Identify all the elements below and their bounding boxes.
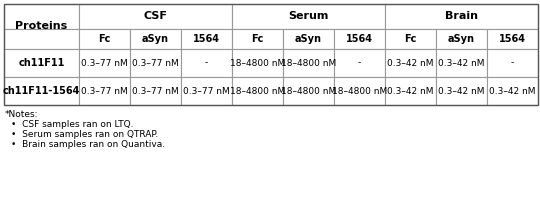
Text: CSF: CSF bbox=[144, 12, 167, 22]
Bar bbox=[130, 77, 181, 105]
Bar bbox=[232, 4, 385, 29]
Bar bbox=[232, 29, 283, 49]
Bar bbox=[4, 77, 79, 105]
Text: 18–4800 nM: 18–4800 nM bbox=[281, 87, 336, 95]
Text: Proteins: Proteins bbox=[15, 22, 68, 32]
Bar bbox=[283, 29, 334, 49]
Bar bbox=[130, 49, 181, 77]
Bar bbox=[4, 29, 79, 49]
Bar bbox=[334, 77, 385, 105]
Text: 0.3–42 nM: 0.3–42 nM bbox=[438, 87, 485, 95]
Text: 0.3–42 nM: 0.3–42 nM bbox=[387, 87, 434, 95]
Text: ch11F11: ch11F11 bbox=[18, 58, 65, 68]
Bar bbox=[436, 77, 487, 105]
Text: Serum: Serum bbox=[288, 12, 329, 22]
Text: 1564: 1564 bbox=[346, 34, 373, 44]
Text: Fc: Fc bbox=[404, 34, 417, 44]
Text: 18–4800 nM: 18–4800 nM bbox=[230, 59, 285, 67]
Text: 0.3–42 nM: 0.3–42 nM bbox=[489, 87, 536, 95]
Bar bbox=[79, 77, 130, 105]
Text: 0.3–77 nM: 0.3–77 nM bbox=[81, 59, 128, 67]
Bar bbox=[436, 49, 487, 77]
Text: 18–4800 nM: 18–4800 nM bbox=[230, 87, 285, 95]
Text: 0.3–77 nM: 0.3–77 nM bbox=[132, 59, 179, 67]
Text: 0.3–42 nM: 0.3–42 nM bbox=[438, 59, 485, 67]
Bar bbox=[487, 29, 538, 49]
Bar bbox=[436, 29, 487, 49]
Bar bbox=[487, 77, 538, 105]
Bar bbox=[385, 77, 436, 105]
Text: Brain: Brain bbox=[445, 12, 478, 22]
Text: 0.3–77 nM: 0.3–77 nM bbox=[81, 87, 128, 95]
Bar bbox=[4, 4, 79, 29]
Text: 18–4800 nM: 18–4800 nM bbox=[332, 87, 387, 95]
Text: 1564: 1564 bbox=[193, 34, 220, 44]
Bar bbox=[283, 49, 334, 77]
Text: -: - bbox=[358, 59, 361, 67]
Bar bbox=[181, 77, 232, 105]
Bar bbox=[385, 4, 538, 29]
Bar bbox=[4, 49, 79, 77]
Bar bbox=[79, 4, 232, 29]
Bar bbox=[232, 77, 283, 105]
Text: aSyn: aSyn bbox=[295, 34, 322, 44]
Bar bbox=[487, 49, 538, 77]
Bar bbox=[385, 29, 436, 49]
Text: *Notes:: *Notes: bbox=[5, 110, 38, 119]
Bar bbox=[181, 29, 232, 49]
Text: ch11F11-1564: ch11F11-1564 bbox=[3, 86, 80, 96]
Text: aSyn: aSyn bbox=[142, 34, 169, 44]
Text: •  CSF samples ran on LTQ.: • CSF samples ran on LTQ. bbox=[11, 120, 133, 129]
Text: •  Brain samples ran on Quantiva.: • Brain samples ran on Quantiva. bbox=[11, 140, 165, 149]
Bar bbox=[334, 49, 385, 77]
Bar bbox=[283, 77, 334, 105]
Text: 1564: 1564 bbox=[499, 34, 526, 44]
Bar bbox=[385, 49, 436, 77]
Text: -: - bbox=[511, 59, 514, 67]
Bar bbox=[232, 49, 283, 77]
Text: 0.3–77 nM: 0.3–77 nM bbox=[183, 87, 230, 95]
Text: -: - bbox=[205, 59, 208, 67]
Bar bbox=[79, 29, 130, 49]
Bar bbox=[334, 29, 385, 49]
Text: 0.3–42 nM: 0.3–42 nM bbox=[387, 59, 434, 67]
Text: •  Serum samples ran on QTRAP.: • Serum samples ran on QTRAP. bbox=[11, 130, 158, 139]
Bar bbox=[130, 29, 181, 49]
Text: Fc: Fc bbox=[98, 34, 111, 44]
Bar bbox=[79, 49, 130, 77]
Text: 18–4800 nM: 18–4800 nM bbox=[281, 59, 336, 67]
Bar bbox=[4, 4, 538, 105]
Text: Fc: Fc bbox=[251, 34, 264, 44]
Bar bbox=[181, 49, 232, 77]
Text: aSyn: aSyn bbox=[448, 34, 475, 44]
Text: 0.3–77 nM: 0.3–77 nM bbox=[132, 87, 179, 95]
